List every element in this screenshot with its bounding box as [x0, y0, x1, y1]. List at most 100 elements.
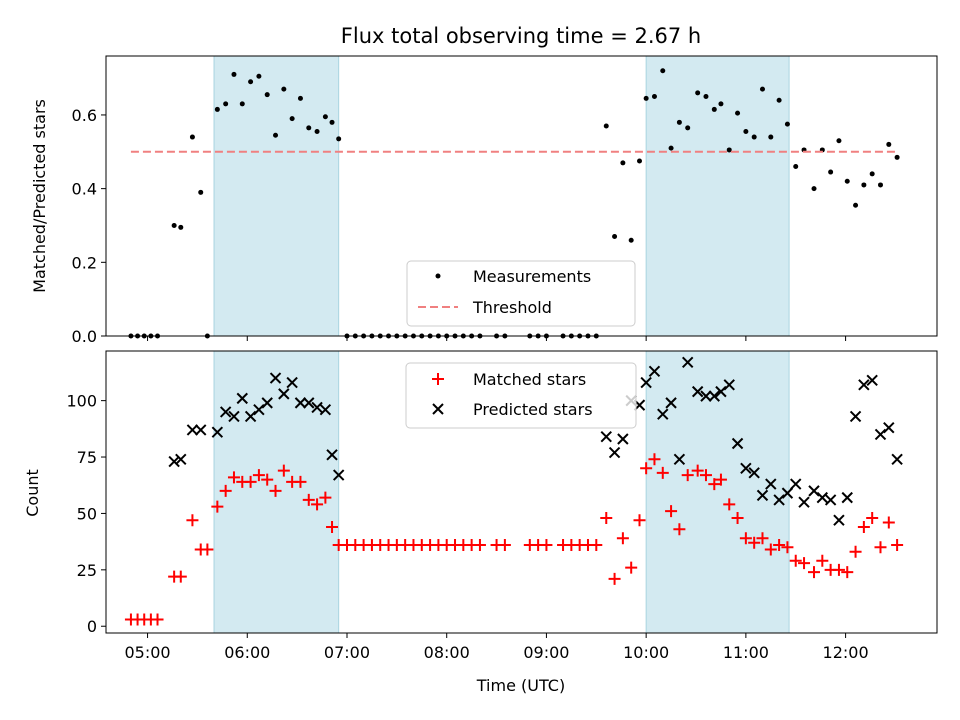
observing-window-shade	[213, 55, 340, 337]
matched-stars-point	[691, 464, 704, 477]
predicted-stars-point	[808, 485, 820, 497]
matched-stars-point	[841, 566, 854, 579]
measurements-point	[869, 171, 875, 177]
measurements-point	[223, 101, 229, 107]
matched-stars-point	[616, 532, 629, 545]
measurements-point	[735, 110, 741, 116]
measurements-point	[281, 86, 287, 92]
predicted-stars-point	[748, 467, 760, 479]
predicted-stars-point	[600, 431, 612, 443]
predicted-stars-point	[715, 385, 727, 398]
measurements-point	[676, 119, 682, 125]
predicted-stars-point	[236, 392, 248, 405]
predicted-stars-point	[286, 376, 298, 389]
measurements-point	[264, 92, 270, 98]
measurements-point	[711, 106, 717, 112]
predicted-stars-point	[824, 494, 837, 506]
predicted-stars-point	[186, 424, 199, 436]
matched-stars-point	[590, 539, 603, 552]
matched-stars-point	[731, 511, 744, 524]
legend-label-threshold: Threshold	[472, 298, 552, 317]
predicted-stars-point	[195, 424, 207, 436]
top-y-axis-label: Matched/Predicted stars	[30, 99, 49, 293]
measurements-point	[703, 94, 709, 100]
matched-stars-point	[748, 536, 761, 549]
matched-stars-point	[832, 563, 845, 576]
matched-stars-point	[244, 475, 257, 488]
predicted-stars-point	[790, 478, 802, 490]
predicted-stars-point	[261, 397, 273, 409]
matched-stars-point	[302, 493, 315, 506]
predicted-stars-point	[874, 428, 887, 441]
measurements-point	[273, 132, 279, 138]
x-tick-label: 06:00	[224, 643, 270, 662]
measurements-point	[189, 134, 195, 140]
matched-stars-point	[219, 484, 232, 497]
predicted-stars-point	[657, 408, 669, 420]
predicted-stars-point	[175, 453, 187, 465]
matched-stars-point	[882, 516, 895, 529]
matched-stars-point	[269, 484, 282, 497]
measurements-point	[297, 95, 303, 101]
measurements-point	[894, 154, 900, 160]
predicted-stars-point	[228, 410, 240, 423]
predicted-stars-point	[332, 469, 345, 481]
measurements-point	[759, 86, 765, 92]
legend-marker-measurements	[435, 273, 441, 279]
x-tick-label: 07:00	[324, 643, 370, 662]
predicted-stars-point	[303, 397, 315, 409]
measurements-point	[828, 169, 834, 175]
measurements-point	[322, 114, 328, 120]
y-tick-label: 0.0	[72, 327, 97, 346]
matched-stars-point	[211, 500, 224, 513]
matched-stars-point	[808, 566, 821, 579]
measurements-point	[793, 164, 799, 170]
matched-stars-point	[540, 539, 553, 552]
x-tick-label: 10:00	[623, 643, 669, 662]
matched-stars-point	[648, 453, 661, 466]
matched-stars-point	[326, 520, 339, 533]
observing-window-shade	[645, 55, 790, 337]
legend-label-predicted-stars: Predicted stars	[473, 400, 593, 419]
predicted-stars-point	[168, 455, 180, 468]
matched-stars-point	[789, 554, 802, 567]
measurements-point	[784, 121, 790, 127]
predicted-stars-point	[798, 496, 810, 508]
measurements-point	[620, 160, 626, 166]
matched-stars-point	[699, 469, 712, 482]
figure-title: Flux total observing time = 2.67 h	[341, 24, 701, 48]
matched-stars-point	[773, 539, 786, 552]
x-tick-label: 08:00	[424, 643, 470, 662]
measurements-point	[726, 147, 732, 153]
predicted-stars-point	[640, 376, 652, 389]
x-tick-label: 12:00	[823, 643, 869, 662]
predicted-stars-point	[858, 379, 870, 391]
measurements-point	[836, 138, 842, 144]
matched-stars-point	[781, 541, 794, 554]
y-tick-label: 75	[77, 448, 97, 467]
measurements-point	[776, 97, 782, 103]
measurements-point	[198, 189, 204, 195]
predicted-stars-point	[673, 453, 686, 465]
measurements-point	[877, 182, 883, 188]
measurements-point	[289, 116, 295, 122]
predicted-stars-point	[294, 397, 307, 409]
measurements-point	[651, 94, 657, 100]
matched-stars-point	[816, 554, 829, 567]
matched-stars-point	[600, 511, 613, 524]
matched-stars-point	[673, 523, 686, 536]
matched-stars-point	[186, 514, 199, 527]
matched-stars-point	[708, 478, 721, 491]
matched-stars-point	[764, 543, 777, 556]
matched-stars-point	[151, 613, 164, 626]
matched-stars-point	[498, 539, 511, 552]
measurements-point	[603, 123, 609, 129]
matched-stars-point	[473, 539, 486, 552]
predicted-stars-point	[311, 401, 323, 414]
predicted-stars-point	[816, 491, 829, 504]
predicted-stars-point	[608, 446, 621, 459]
predicted-stars-point	[740, 462, 752, 475]
predicted-stars-point	[849, 410, 862, 423]
measurements-point	[853, 202, 859, 208]
x-tick-label: 09:00	[523, 643, 569, 662]
